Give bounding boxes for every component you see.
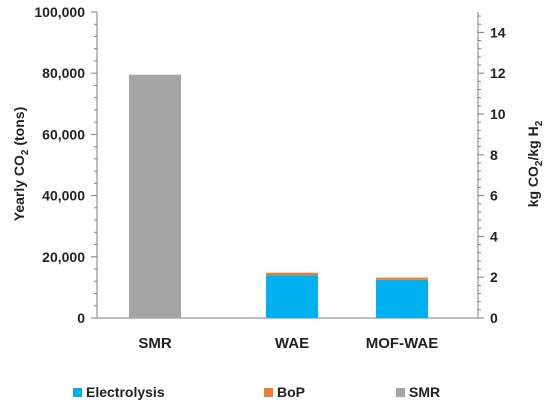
y-left-tick-label: 40,000 [42,188,85,204]
x-category-label: WAE [275,335,309,352]
legend-swatch-bop [264,388,273,397]
bar-smr-smr [129,74,181,318]
x-category-label: SMR [138,335,172,352]
y-right-tick-label: 2 [490,269,498,285]
legend-label-bop: BoP [277,384,305,400]
y-right-tick-label: 10 [490,106,506,122]
legend: Electrolysis BoP SMR [73,384,440,400]
y-left-tick-label: 60,000 [42,126,85,142]
legend-swatch-electrolysis [73,388,82,397]
y-left-tick-label: 80,000 [42,65,85,81]
y-axis-left-title: Yearly CO2 (tons) [11,107,31,221]
bar-bop-wae [266,272,318,276]
y-left-tick-label: 100,000 [34,4,85,20]
bar-electrolysis-wae [266,275,318,318]
bar-bop-mof-wae [376,277,428,280]
y-left-tick-label: 0 [77,310,85,326]
bars: SMR WAE MOF-WAE [129,74,439,352]
legend-swatch-smr [396,388,405,397]
x-category-label: MOF-WAE [366,335,439,352]
y-right-tick-label: 0 [490,310,498,326]
legend-label-smr: SMR [409,384,440,400]
y-right-tick-label: 8 [490,147,498,163]
legend-label-electrolysis: Electrolysis [86,384,165,400]
y-right-tick-label: 6 [490,188,498,204]
y-axis-right-title: kg CO2/kg H2 [525,120,545,207]
y-left-tick-label: 20,000 [42,249,85,265]
bar-electrolysis-mof-wae [376,279,428,318]
y-right-tick-label: 14 [490,24,506,40]
y-right-tick-label: 4 [490,228,498,244]
y-right-tick-label: 12 [490,65,506,81]
